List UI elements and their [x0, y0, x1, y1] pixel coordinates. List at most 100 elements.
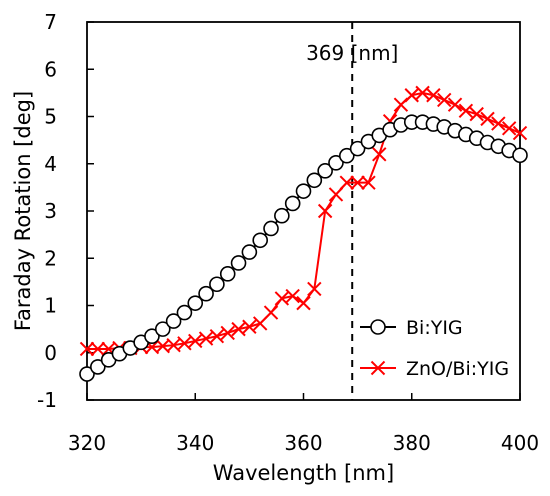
data-point — [349, 140, 366, 157]
plot-area — [79, 85, 528, 382]
marker-stroke — [307, 281, 322, 297]
x-tick-label: 360 — [284, 431, 322, 455]
y-tick-label: 4 — [44, 152, 57, 176]
data-point — [491, 116, 506, 131]
data-point — [90, 341, 106, 357]
data-point — [339, 175, 355, 190]
y-axis-label: Faraday Rotation [deg] — [11, 91, 35, 331]
marker-stroke — [447, 97, 463, 112]
marker-stroke — [252, 316, 268, 331]
marker-stroke — [317, 203, 333, 219]
data-point — [361, 175, 376, 190]
data-point — [230, 255, 247, 271]
legend-label: ZnO/Bi:YIG — [406, 358, 509, 380]
data-point — [328, 187, 344, 202]
data-point — [426, 88, 441, 103]
data-point — [284, 195, 301, 212]
data-point — [370, 360, 386, 376]
data-point — [274, 207, 290, 224]
marker-stroke — [285, 288, 300, 304]
data-point — [187, 295, 204, 311]
data-point — [263, 220, 279, 237]
marker-stroke — [339, 175, 355, 190]
marker-stroke — [242, 319, 257, 334]
data-point — [220, 325, 235, 341]
marker-stroke — [501, 121, 517, 136]
marker-stroke — [372, 147, 387, 162]
data-point — [219, 266, 236, 282]
marker-stroke — [426, 88, 441, 103]
marker-stroke — [437, 92, 452, 108]
data-point — [372, 147, 387, 162]
data-point — [458, 103, 474, 119]
marker-stroke — [209, 329, 225, 344]
y-tick-label: 1 — [44, 294, 57, 318]
marker-stroke — [90, 341, 106, 357]
marker-stroke — [350, 175, 365, 190]
x-tick-label: 380 — [393, 431, 431, 455]
axes: 320 340 360 380 400 -1 0 1 2 3 4 5 6 7 — [37, 10, 539, 455]
marker-stroke — [328, 187, 344, 202]
y-tick-label: 2 — [44, 246, 57, 270]
y-tick-label: 0 — [44, 341, 57, 365]
marker-stroke — [404, 88, 419, 103]
data-point — [512, 147, 528, 164]
data-point — [317, 163, 333, 179]
data-point — [274, 291, 290, 306]
x-axis-label: Wavelength [nm] — [213, 461, 394, 485]
data-point — [317, 203, 333, 219]
marker-stroke — [231, 321, 246, 337]
data-point — [501, 121, 517, 136]
marker-stroke — [79, 341, 95, 357]
data-point — [370, 319, 386, 335]
y-tick-label: 6 — [44, 57, 57, 81]
marker-stroke — [101, 341, 116, 357]
data-point — [209, 329, 225, 344]
data-point — [296, 295, 311, 311]
data-point — [469, 106, 484, 122]
data-point — [79, 366, 95, 382]
data-point — [231, 321, 246, 337]
data-point — [198, 285, 214, 302]
data-point — [177, 336, 192, 351]
y-tick-label: 7 — [44, 10, 57, 34]
data-point — [350, 175, 365, 190]
marker-stroke — [220, 325, 235, 341]
marker-stroke — [415, 85, 430, 101]
data-point — [241, 244, 258, 260]
marker-stroke — [512, 125, 528, 141]
data-point — [306, 172, 323, 189]
data-point — [328, 155, 344, 171]
data-point — [144, 328, 160, 345]
marker-stroke — [370, 360, 386, 376]
marker-stroke — [458, 103, 474, 119]
data-point — [480, 111, 495, 127]
data-point — [437, 92, 452, 108]
data-point — [338, 147, 355, 164]
marker-stroke — [361, 175, 376, 190]
y-tick-label: 3 — [44, 199, 57, 223]
data-point — [209, 276, 225, 293]
marker-stroke — [469, 106, 484, 122]
legend-item: ZnO/Bi:YIG — [360, 358, 509, 380]
marker-stroke — [263, 305, 279, 320]
data-point — [252, 232, 269, 249]
x-tick-label: 400 — [501, 431, 539, 455]
data-point — [165, 313, 182, 329]
legend: Bi:YIG ZnO/Bi:YIG — [360, 317, 509, 380]
annotation: 369 [nm] — [306, 22, 398, 400]
data-point — [295, 183, 312, 199]
y-tick-label: 5 — [44, 105, 57, 129]
marker-stroke — [177, 336, 192, 351]
marker-stroke — [188, 333, 203, 349]
series-bi-yig — [79, 114, 528, 382]
marker-stroke — [296, 295, 311, 311]
y-tick-label: -1 — [37, 388, 57, 412]
annotation-label: 369 [nm] — [306, 41, 398, 65]
marker-stroke — [155, 338, 170, 354]
data-point — [242, 319, 257, 334]
marker-stroke — [144, 339, 160, 355]
marker-stroke — [274, 291, 290, 306]
x-tick-label: 320 — [68, 431, 106, 455]
